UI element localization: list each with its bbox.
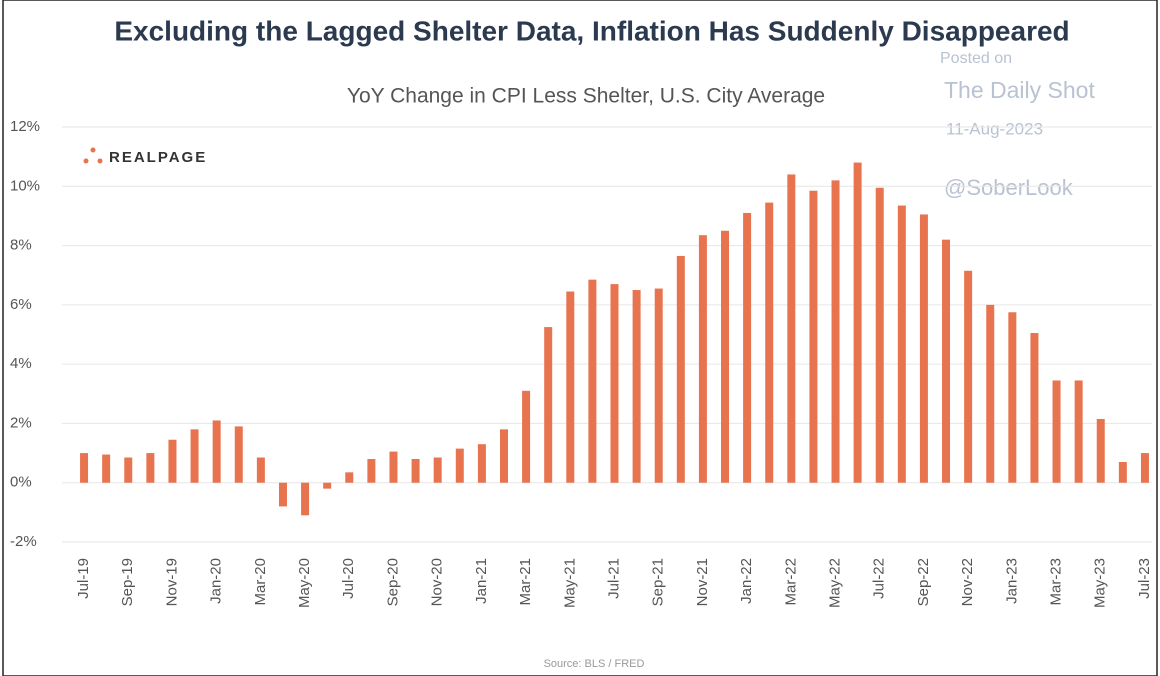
bar	[698, 235, 707, 483]
bar	[278, 482, 287, 507]
logo-dot	[90, 147, 96, 153]
bar	[676, 255, 685, 483]
bar	[256, 457, 265, 483]
y-tick-label: 0%	[10, 474, 32, 491]
x-tick-label: Jan-20	[208, 558, 225, 604]
bar	[1140, 453, 1149, 483]
bar	[102, 454, 111, 483]
source: Source: BLS / FRED	[544, 658, 645, 670]
watermark: The Daily Shot	[944, 77, 1095, 103]
x-tick-label: Nov-20	[429, 558, 446, 606]
bar	[765, 202, 774, 483]
x-tick-label: Mar-20	[252, 558, 269, 606]
bar	[897, 205, 906, 483]
bar	[1052, 380, 1061, 483]
bar	[632, 290, 641, 483]
x-tick-label: Jan-21	[473, 558, 490, 604]
bar	[919, 214, 928, 483]
bar	[301, 482, 310, 516]
x-tick-label: Nov-21	[694, 558, 711, 606]
x-tick-label: Nov-22	[959, 558, 976, 606]
bar	[455, 448, 464, 483]
x-tick-label: Jan-23	[1003, 558, 1020, 604]
chart-title: Excluding the Lagged Shelter Data, Infla…	[114, 15, 1069, 46]
y-tick-label: 10%	[10, 177, 40, 194]
bar	[522, 390, 531, 483]
x-tick-label: Jul-23	[1136, 558, 1153, 599]
bar	[168, 439, 177, 483]
chart-subtitle: YoY Change in CPI Less Shelter, U.S. Cit…	[347, 85, 825, 108]
bar	[610, 284, 619, 483]
bar	[1008, 312, 1017, 483]
x-tick-label: May-23	[1092, 558, 1109, 608]
watermark: @SoberLook	[944, 175, 1074, 200]
bar	[234, 426, 243, 483]
bar	[80, 453, 89, 483]
x-tick-label: Sep-19	[119, 558, 136, 606]
x-tick-label: Jul-22	[871, 558, 888, 599]
x-tick-label: Jan-22	[738, 558, 755, 604]
y-tick-label: 4%	[10, 355, 32, 372]
bar	[1074, 380, 1083, 483]
x-tick-label: Mar-22	[782, 558, 799, 606]
bar	[544, 327, 553, 483]
logo: REALPAGE	[83, 147, 207, 166]
x-tick-label: Mar-23	[1048, 558, 1065, 606]
logo-text: REALPAGE	[109, 149, 207, 166]
bar	[743, 212, 752, 483]
bar	[875, 187, 884, 483]
bar	[411, 459, 420, 483]
bar	[809, 190, 818, 483]
bar	[654, 288, 663, 483]
bar	[477, 444, 486, 483]
bar	[986, 304, 995, 483]
x-tick-label: May-21	[561, 558, 578, 608]
bar	[588, 279, 597, 483]
bar	[190, 429, 199, 483]
bar	[323, 482, 332, 489]
bar	[853, 162, 862, 483]
bar	[345, 472, 354, 483]
bar	[146, 453, 155, 483]
bar	[721, 230, 730, 483]
y-tick-label: 6%	[10, 296, 32, 313]
y-tick-label: -2%	[10, 533, 37, 550]
watermark: Posted on	[940, 50, 1012, 67]
bar	[964, 270, 973, 483]
x-tick-label: May-22	[826, 558, 843, 608]
x-tick-label: Mar-21	[517, 558, 534, 606]
x-tick-label: Jul-20	[340, 558, 357, 599]
bar	[1118, 461, 1127, 483]
x-tick-label: Sep-21	[650, 558, 667, 606]
bar	[1030, 333, 1039, 483]
x-tick-label: Sep-20	[384, 558, 401, 606]
x-tick-label: Sep-22	[915, 558, 932, 606]
bar	[367, 459, 376, 483]
x-tick-label: May-20	[296, 558, 313, 608]
bar	[1096, 418, 1105, 483]
bar	[499, 429, 508, 483]
logo-dot	[97, 158, 103, 164]
bar	[124, 457, 133, 483]
y-tick-label: 8%	[10, 237, 32, 254]
bar	[389, 451, 398, 483]
bar	[787, 174, 796, 483]
bar	[566, 291, 575, 483]
bar	[831, 180, 840, 483]
x-tick-label: Nov-19	[163, 558, 180, 606]
logo-dot	[83, 158, 89, 164]
bar	[212, 420, 221, 483]
bar	[942, 239, 951, 483]
y-tick-label: 2%	[10, 414, 32, 431]
bar	[433, 457, 442, 483]
x-tick-label: Jul-19	[75, 558, 92, 599]
x-tick-label: Jul-21	[605, 558, 622, 599]
watermark: 11-Aug-2023	[946, 119, 1043, 138]
y-tick-label: 12%	[10, 118, 40, 135]
